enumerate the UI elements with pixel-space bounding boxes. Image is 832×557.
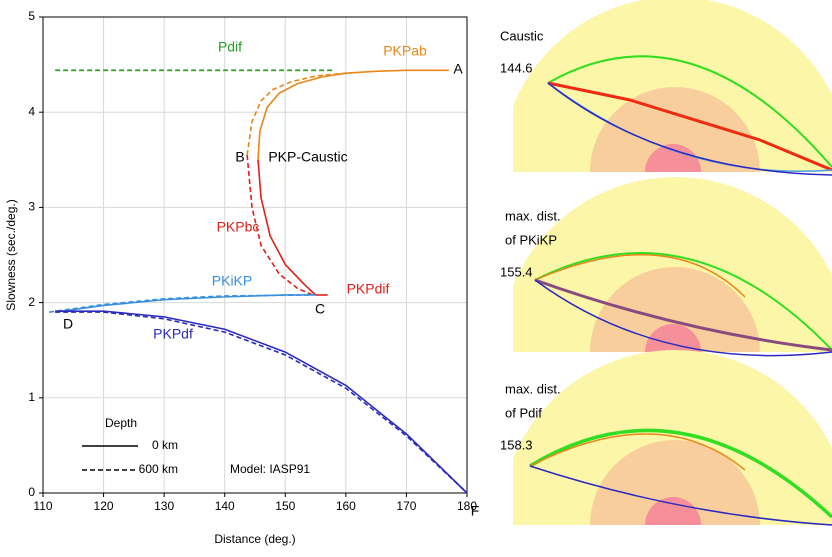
mantle (513, 0, 832, 172)
panel-label: max. dist. (505, 208, 561, 223)
panel (513, 350, 832, 526)
panel-label: max. dist. (505, 381, 561, 396)
line (55, 311, 468, 494)
ray (547, 81, 832, 172)
x-tick-label: 170 (396, 499, 416, 513)
x-tick-label: 120 (94, 499, 114, 513)
y-tick-label: 1 (28, 390, 35, 404)
panel (513, 0, 832, 176)
y-tick-label: 5 (28, 9, 35, 23)
legend-note: Model: IASP91 (230, 462, 310, 476)
outer-core (590, 440, 760, 525)
outer-core (590, 87, 760, 172)
x-axis-label: Distance (deg.) (214, 532, 295, 546)
line (246, 154, 313, 296)
ray (534, 279, 832, 357)
panel-distance: 155.4 (500, 264, 533, 279)
line (257, 159, 317, 296)
y-tick-label: 3 (28, 200, 35, 214)
y-tick-label: 0 (28, 485, 35, 499)
line (257, 69, 449, 160)
ray (529, 465, 832, 526)
annotation: A (453, 61, 463, 77)
legend-title: Depth (105, 416, 137, 430)
x-tick-label: 130 (154, 499, 174, 513)
series-label: PKPab (383, 43, 427, 59)
annotation: B (235, 149, 244, 165)
x-tick-label: 110 (33, 499, 52, 513)
x-tick-label: 150 (275, 499, 295, 513)
plot-frame (42, 16, 468, 494)
panel-label: of PKiKP (505, 232, 557, 247)
annotation: D (63, 316, 73, 332)
ray (534, 253, 746, 298)
legend-label: 600 km (139, 462, 178, 476)
line (48, 294, 310, 313)
annotation: F (471, 503, 480, 519)
panel-label: of Pdif (505, 405, 542, 420)
ray (534, 252, 832, 351)
series-label: Pdif (218, 39, 242, 55)
annotation: C (315, 301, 325, 317)
ray (529, 433, 746, 471)
ray (534, 278, 832, 352)
inner-core (645, 497, 701, 525)
series-label: PKPbc (217, 219, 260, 235)
plot-area (43, 17, 467, 493)
ray (529, 428, 832, 519)
series-label: PKiKP (212, 273, 252, 289)
x-tick-label: 140 (215, 499, 235, 513)
y-axis-label: Slowness (sec./deg.) (4, 199, 18, 310)
x-tick-label: 160 (336, 499, 356, 513)
line (55, 310, 468, 494)
ray (547, 55, 832, 168)
ray (547, 82, 832, 176)
annotation: PKP-Caustic (268, 149, 347, 165)
line (246, 70, 377, 156)
panel-label: Caustic (500, 28, 544, 43)
inner-core (645, 144, 701, 172)
panel-distance: 144.6 (500, 60, 533, 75)
y-tick-label: 4 (28, 104, 35, 118)
y-tick-label: 2 (28, 295, 35, 309)
panel-distance: 158.3 (500, 437, 533, 452)
panel (513, 177, 832, 357)
mantle (513, 177, 832, 352)
x-tick-label: 180 (457, 499, 477, 513)
legend-label: 0 km (152, 438, 178, 452)
inner-core (645, 324, 701, 352)
series-label: PKPdf (153, 326, 193, 342)
series-label: PKPdif (347, 281, 390, 297)
mantle (513, 350, 832, 525)
